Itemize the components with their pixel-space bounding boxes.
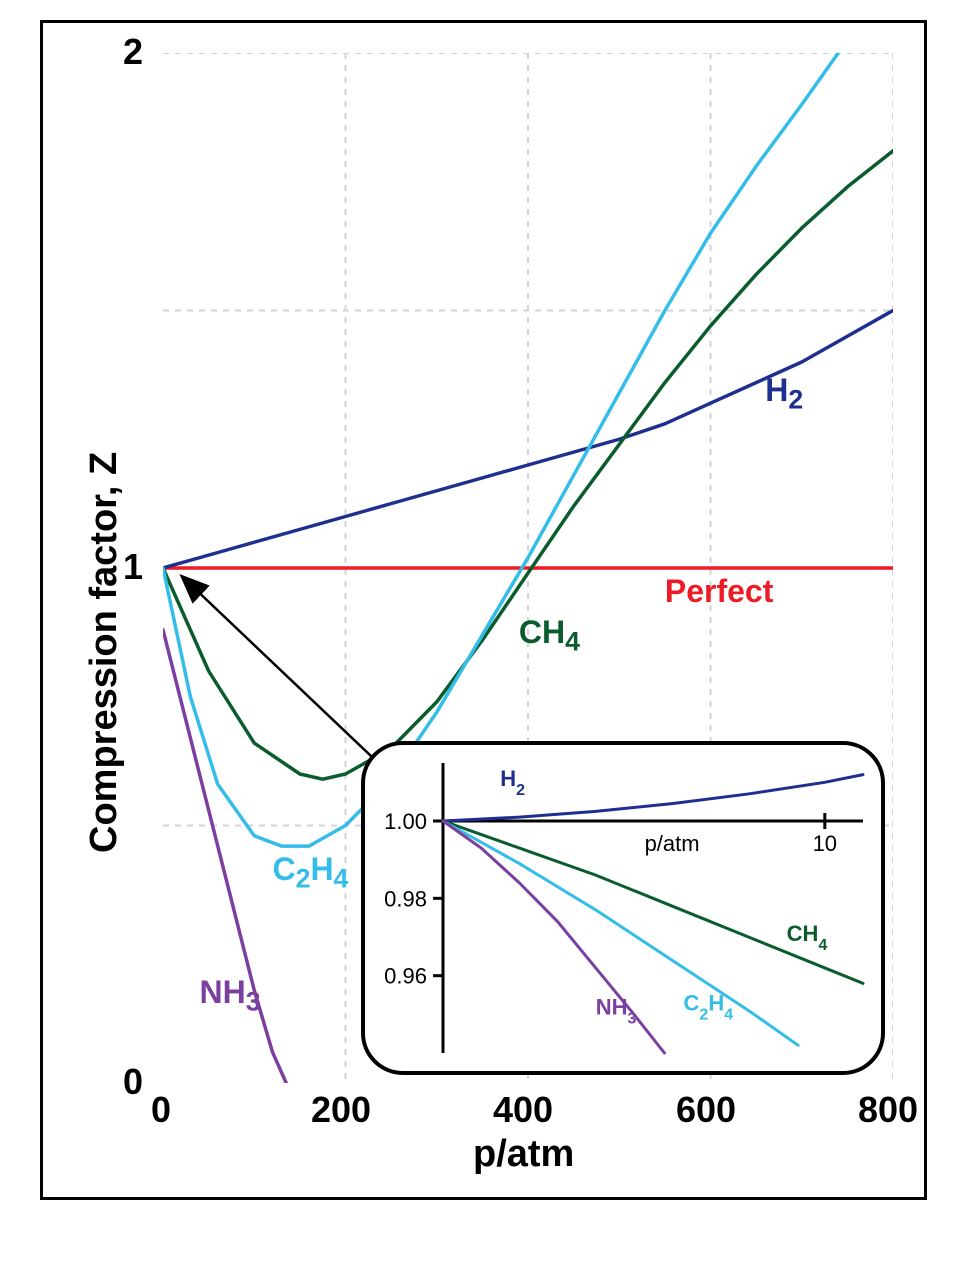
- page: Compression factor, Z p/atm 0 1 2 0 200 …: [0, 0, 967, 1285]
- svg-text:0.96: 0.96: [384, 964, 427, 989]
- x-tick-0: 0: [151, 1089, 171, 1131]
- x-tick-200: 200: [311, 1089, 371, 1131]
- chart-frame: Compression factor, Z p/atm 0 1 2 0 200 …: [40, 20, 927, 1200]
- svg-text:0.98: 0.98: [384, 886, 427, 911]
- label-perfect: Perfect: [665, 573, 774, 610]
- inset-chart: 0.960.981.0010p/atmH2CH4C2H4NH3: [363, 743, 883, 1073]
- x-axis-label: p/atm: [473, 1133, 574, 1176]
- y-tick-0: 0: [123, 1061, 143, 1103]
- main-chart-svg: 0.96 0.98 1.00 10 p/atm H2 CH4 C2H4 NH3: [163, 53, 893, 1083]
- x-tick-800: 800: [858, 1089, 918, 1131]
- label-ch4: CH4: [519, 614, 580, 657]
- y-tick-2: 2: [123, 31, 143, 73]
- svg-text:10: 10: [813, 831, 837, 856]
- x-tick-400: 400: [493, 1089, 553, 1131]
- label-h2: H2: [765, 372, 803, 415]
- label-c2h4: C2H4: [273, 851, 349, 894]
- svg-text:1.00: 1.00: [384, 809, 427, 834]
- plot-area: 0.96 0.98 1.00 10 p/atm H2 CH4 C2H4 NH3: [163, 53, 893, 1083]
- y-tick-1: 1: [123, 546, 143, 588]
- label-nh3: NH3: [200, 974, 261, 1017]
- y-axis-label: Compression factor, Z: [83, 452, 126, 853]
- x-tick-600: 600: [676, 1089, 736, 1131]
- svg-text:p/atm: p/atm: [645, 831, 700, 856]
